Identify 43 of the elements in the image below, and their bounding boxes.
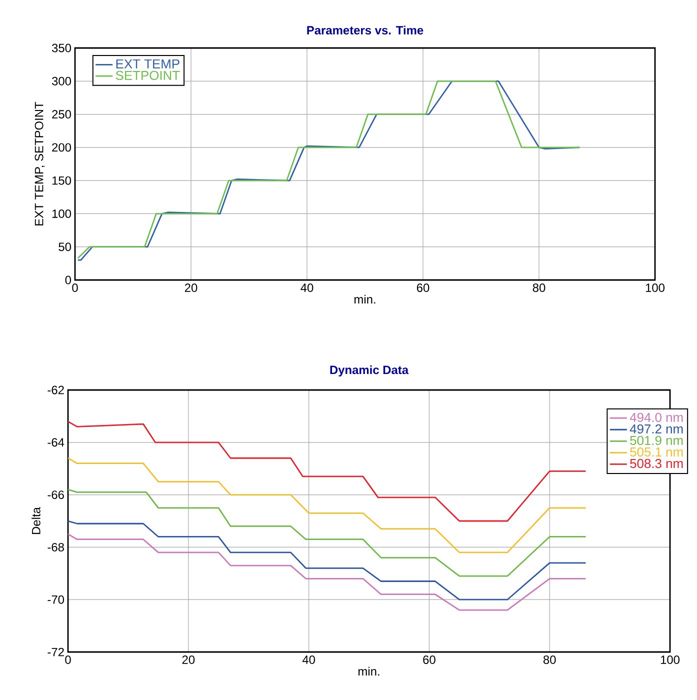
x-tick-label: 20 bbox=[184, 284, 198, 292]
y-tick-label: -62 bbox=[48, 386, 64, 394]
y-tick-label: 250 bbox=[52, 110, 72, 119]
y-tick-label: 300 bbox=[52, 76, 72, 86]
y-tick-label: -70 bbox=[48, 595, 64, 604]
legend-label: 494.0 nm bbox=[630, 412, 683, 422]
legend-label: 505.1 nm bbox=[630, 447, 683, 457]
x-tick-label: 20 bbox=[182, 656, 195, 664]
y-tick-label: 100 bbox=[52, 209, 72, 218]
legend-label: SETPOINT bbox=[116, 70, 180, 80]
y-axis-title: EXT TEMP, SETPOINT bbox=[34, 102, 45, 226]
x-tick-label: 60 bbox=[423, 656, 436, 664]
x-tick-label: 60 bbox=[416, 284, 430, 292]
y-tick-label: -68 bbox=[48, 542, 64, 552]
x-tick-label: 40 bbox=[300, 284, 314, 292]
line-series bbox=[68, 520, 586, 600]
y-tick-label: -66 bbox=[48, 490, 64, 500]
legend-label: 497.2 nm bbox=[630, 424, 683, 434]
x-tick-label: 100 bbox=[660, 656, 680, 664]
line-series bbox=[68, 533, 586, 611]
x-tick-label: 0 bbox=[72, 284, 78, 292]
x-tick-label: 40 bbox=[302, 656, 315, 664]
y-tick-label: 200 bbox=[52, 143, 72, 152]
legend-label: 508.3 nm bbox=[630, 458, 683, 468]
y-axis-title: Delta bbox=[32, 507, 40, 534]
y-tick-label: -64 bbox=[48, 438, 64, 447]
y-tick-label: 0 bbox=[65, 276, 72, 284]
y-tick-label: 50 bbox=[58, 242, 72, 252]
x-axis-title: min. bbox=[358, 666, 380, 676]
legend-label: EXT TEMP bbox=[116, 59, 180, 68]
line-series bbox=[68, 420, 586, 522]
chart-title: Dynamic Data bbox=[330, 365, 409, 376]
y-tick-label: 150 bbox=[52, 176, 72, 185]
x-tick-label: 80 bbox=[532, 284, 546, 292]
chart-title: Parameters vs. Time bbox=[307, 26, 424, 34]
x-axis-title: min. bbox=[354, 294, 376, 304]
legend-label: 501.9 nm bbox=[630, 436, 683, 446]
y-tick-label: 350 bbox=[52, 44, 72, 52]
y-tick-label: -72 bbox=[48, 648, 64, 656]
x-tick-label: 100 bbox=[646, 284, 665, 292]
line-series bbox=[68, 488, 586, 577]
line-series bbox=[68, 457, 586, 554]
x-tick-label: 80 bbox=[543, 656, 556, 664]
